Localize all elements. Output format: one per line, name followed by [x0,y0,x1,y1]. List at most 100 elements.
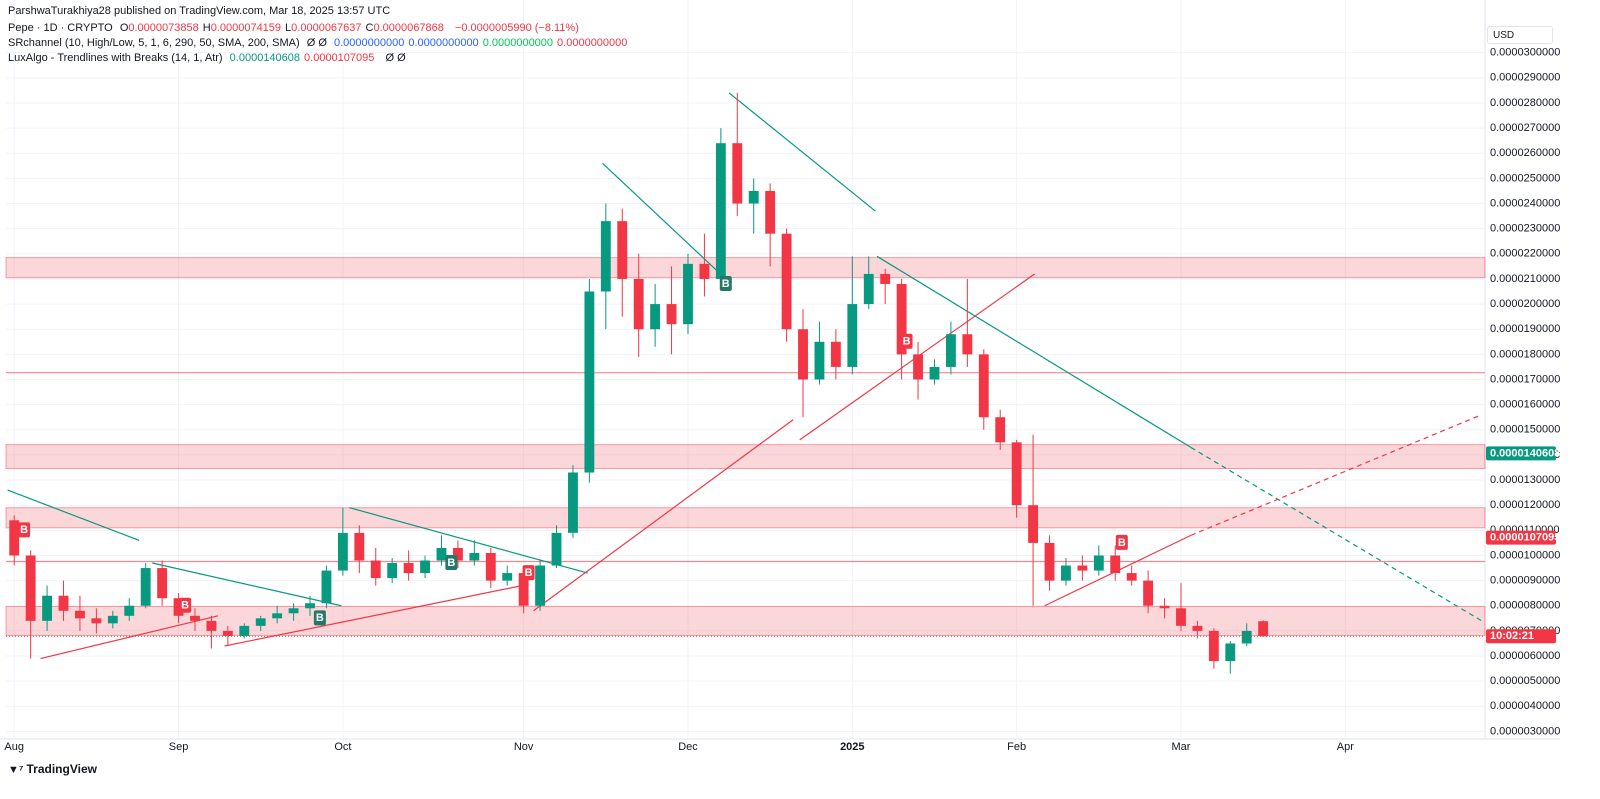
candle-body [666,304,677,325]
candle-body [600,221,611,292]
candle-body [387,563,398,579]
values: 0.0000140608 0.0000107095 [230,52,379,64]
candle-body [699,263,710,279]
indicator-value: 0.0000000000 [408,37,479,49]
currency[interactable]: USD [1487,26,1553,44]
y-tick-label: 0.0000260000 [1490,147,1560,159]
indicator-name: SRchannel (10, High/Low, 5, 1, 6, 290, 5… [8,37,300,49]
price-label: 0.0000107095 [1490,532,1560,544]
break-label: B [903,336,911,348]
break-label-box [900,333,913,349]
y-tick-label: 0.0000290000 [1490,72,1560,84]
trendline [533,419,794,612]
break-label-box [1115,534,1128,550]
candle-body [715,143,726,279]
y-tick-label: 0.0000150000 [1490,424,1560,436]
y-tick-label: 0.0000280000 [1490,97,1560,109]
candle-body [962,334,973,355]
candle-body [518,573,529,606]
y-tick-label: 0.0000270000 [1490,122,1560,134]
candle-body [1044,542,1055,581]
lux-line: LuxAlgo - Trendlines with Breaks (14, 1,… [8,52,410,64]
y-tick-label: 0.0000100000 [1490,549,1560,561]
x-tick-label: Nov [514,741,534,753]
y-tick-label: 0.0000250000 [1490,172,1560,184]
y-tick-label: 0.0000130000 [1490,474,1560,486]
candle-body [913,354,923,380]
x-tick-label: 2025 [840,741,864,753]
y-tick-label: 0.0000040000 [1490,700,1560,712]
candle-body [798,329,808,380]
x-tick-label: Dec [678,741,698,753]
x-tick-label: Apr [1337,741,1354,753]
candle-body [502,573,513,581]
trendline [40,615,219,660]
y-tick-label: 0.0000210000 [1490,273,1560,285]
break-label: B [20,524,28,536]
candle-body [650,304,661,330]
y-tick-label: 0.0000220000 [1490,248,1560,260]
candle-body [239,625,250,636]
indicator-name: LuxAlgo - Trendlines with Breaks (14, 1,… [8,52,223,64]
y-tick-label: 0.0000050000 [1490,675,1560,687]
break-label-box [179,597,192,613]
y-tick-label: 0.0000030000 [1490,725,1560,737]
candle-body [1011,442,1022,506]
candle-body [255,618,266,626]
candle-body [436,547,447,561]
candle-body [124,605,135,616]
x-tick-label: Oct [334,741,351,753]
trendline [876,255,1192,448]
candle-body [896,283,907,355]
brand: ▼⁷ TradingView [8,762,97,776]
candle-body [1159,605,1170,609]
break-label-box [313,610,326,626]
candle-body [929,366,940,380]
candle-body [830,341,841,367]
change: −0.0000005990 (−8.11%) [454,22,579,34]
candle-body [880,273,891,284]
sr-zone [5,507,1486,529]
candle-body [978,354,989,418]
candle-body [222,630,233,636]
x-tick-label: Feb [1007,741,1026,753]
break-label-box [18,522,31,538]
candle-body [765,190,776,234]
candle-body [1126,573,1137,581]
candle-body [452,547,463,561]
candle-body [995,417,1006,443]
y-tick-label: 0.0000240000 [1490,197,1560,209]
symbol: Pepe · 1D · CRYPTO [8,22,113,34]
break-label: B [722,278,730,290]
candle-body [617,221,628,279]
candle-body [272,613,283,619]
candle-body [1143,580,1154,606]
candle-body [863,273,874,305]
candle-body [1208,630,1219,662]
flags: Ø Ø [306,37,327,49]
ohlc-value: 0.0000067868 [373,22,444,34]
candle-body [420,560,430,574]
candle-body [1241,630,1252,644]
candle-body [1225,643,1236,662]
sr-line: SRchannel (10, High/Low, 5, 1, 6, 290, 5… [8,37,635,49]
candle-body [370,560,381,579]
trendline [349,507,588,574]
ohlc-value: 0.0000074159 [210,22,282,34]
trendline [7,489,140,541]
x-tick-label: Mar [1172,741,1191,753]
sr-zone [5,257,1486,279]
ohlc-key: C [365,22,374,34]
candle-body [485,552,496,581]
break-label: B [525,567,533,579]
published: ParshwaTurakhiya28 published on TradingV… [8,5,391,17]
candle-body [1192,625,1203,631]
candle-body [305,603,315,609]
candle-body [140,568,151,606]
candle-body [173,598,184,616]
price-label-box [1486,446,1556,461]
candle-body [1061,565,1071,581]
candle-body [551,532,562,566]
